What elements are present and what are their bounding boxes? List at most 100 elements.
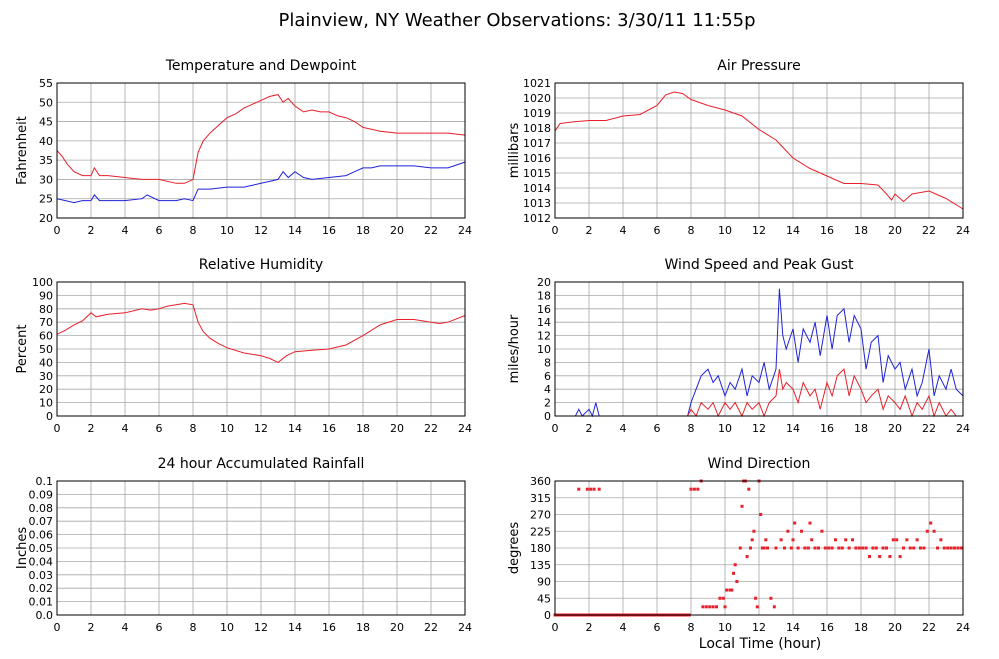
- data-point: [834, 538, 837, 542]
- x-tick-label: 22: [922, 621, 936, 634]
- y-tick-label: 20: [39, 383, 53, 396]
- y-tick-label: 270: [530, 509, 551, 522]
- y-axis-label: degrees: [507, 522, 522, 575]
- y-tick-label: 10: [537, 343, 551, 356]
- x-tick-label: 20: [888, 621, 902, 634]
- data-point: [796, 546, 800, 550]
- data-point: [820, 529, 824, 533]
- y-tick-label: 8: [544, 356, 551, 369]
- data-point: [728, 588, 732, 592]
- x-tick-label: 22: [424, 422, 438, 435]
- chart-title: 24 hour Accumulated Rainfall: [158, 456, 365, 472]
- data-point: [764, 538, 768, 542]
- y-tick-label: 14: [537, 316, 551, 329]
- x-tick-label: 22: [424, 621, 438, 634]
- data-point: [874, 546, 878, 550]
- x-tick-label: 8: [190, 621, 197, 634]
- y-tick-label: 30: [39, 370, 53, 383]
- x-tick-label: 16: [322, 422, 336, 435]
- y-tick-label: 180: [530, 542, 551, 555]
- x-tick-label: 0: [54, 422, 61, 435]
- data-point: [772, 605, 776, 609]
- x-tick-label: 6: [654, 621, 661, 634]
- plot-frame: [56, 82, 466, 219]
- data-point: [762, 546, 766, 550]
- y-tick-label: 135: [530, 559, 551, 572]
- data-point: [689, 487, 693, 491]
- data-point: [730, 588, 734, 592]
- x-tick-label: 4: [620, 422, 627, 435]
- y-tick-label: 1020: [523, 92, 551, 105]
- plot-frame: [56, 281, 466, 417]
- x-tick-label: 20: [888, 422, 902, 435]
- data-point: [749, 546, 752, 550]
- x-tick-label: 20: [888, 224, 902, 237]
- series-line: [56, 94, 466, 184]
- data-point: [844, 538, 848, 542]
- y-tick-label: 25: [39, 193, 53, 206]
- data-point: [857, 546, 861, 550]
- x-tick-label: 18: [854, 422, 868, 435]
- data-point: [925, 529, 929, 533]
- plot-frame: [554, 480, 964, 616]
- x-tick-label: 20: [390, 621, 404, 634]
- x-tick-label: 12: [752, 224, 766, 237]
- data-point: [827, 546, 831, 550]
- y-tick-label: 0.06: [29, 529, 54, 542]
- y-tick-label: 1019: [523, 107, 551, 120]
- x-tick-label: 4: [620, 621, 627, 634]
- y-tick-label: 18: [537, 289, 551, 302]
- x-tick-label: 0: [552, 422, 559, 435]
- data-point: [808, 521, 812, 525]
- data-point: [912, 546, 916, 550]
- x-tick-label: 18: [854, 621, 868, 634]
- y-tick-label: 0.09: [29, 488, 54, 501]
- data-point: [837, 546, 841, 550]
- x-tick-label: 4: [122, 422, 129, 435]
- y-tick-label: 20: [537, 276, 551, 289]
- x-tick-label: 16: [820, 422, 834, 435]
- x-tick-label: 8: [688, 621, 695, 634]
- data-point: [888, 555, 892, 559]
- data-point: [803, 546, 807, 550]
- x-tick-label: 14: [786, 621, 800, 634]
- chart-title: Temperature and Dewpoint: [165, 58, 357, 74]
- x-tick-label: 6: [654, 224, 661, 237]
- data-point: [708, 605, 712, 609]
- x-tick-label: 24: [956, 422, 970, 435]
- data-point: [704, 605, 708, 609]
- x-tick-label: 24: [458, 224, 472, 237]
- y-tick-label: 0: [544, 410, 551, 423]
- x-tick-label: 24: [458, 422, 472, 435]
- y-tick-label: 2: [544, 397, 551, 410]
- x-tick-label: 14: [288, 422, 302, 435]
- data-point: [956, 546, 960, 550]
- x-tick-label: 16: [322, 224, 336, 237]
- data-point: [692, 487, 696, 491]
- data-point: [721, 596, 725, 600]
- data-point: [868, 555, 871, 559]
- x-tick-label: 16: [322, 621, 336, 634]
- data-point: [817, 546, 820, 550]
- x-tick-label: 6: [156, 621, 163, 634]
- x-tick-label: 2: [586, 224, 593, 237]
- x-tick-label: 2: [586, 422, 593, 435]
- y-tick-label: 1013: [523, 197, 551, 210]
- data-point: [902, 546, 905, 550]
- y-axis-label: miles/hour: [507, 314, 522, 383]
- data-point: [891, 538, 895, 542]
- data-point: [723, 605, 727, 609]
- data-point: [696, 487, 700, 491]
- x-tick-label: 0: [54, 224, 61, 237]
- data-point: [800, 529, 803, 533]
- y-tick-label: 0.0: [36, 609, 54, 622]
- data-point: [932, 529, 936, 533]
- y-tick-label: 225: [530, 525, 551, 538]
- data-point: [740, 504, 744, 508]
- y-tick-label: 1017: [523, 137, 551, 150]
- chart-title: Wind Speed and Peak Gust: [665, 257, 854, 273]
